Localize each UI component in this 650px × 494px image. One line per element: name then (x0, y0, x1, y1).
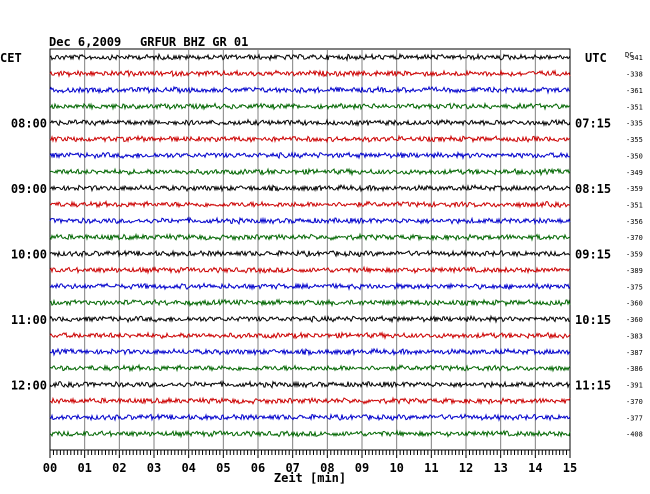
x-tick-label: 13 (493, 461, 507, 475)
dc-offset-label: -391 (626, 382, 643, 390)
trace-blue (49, 85, 571, 95)
left-timezone-label: CET (0, 51, 22, 65)
dc-offset-label: -350 (626, 152, 643, 160)
axis-labels: 00 01 02 03 04 05 06 07 08 09 10 11 12 13 14 15 08:00 09:… (11, 54, 643, 475)
trace-green (49, 167, 571, 177)
trace-black (49, 314, 571, 324)
trace-blue (49, 347, 571, 357)
x-axis-title: Zeit [min] (274, 471, 346, 485)
station-label: GRFUR BHZ GR 01 (140, 35, 248, 49)
dc-offset-label: -377 (626, 414, 643, 422)
right-hour-label: 11:15 (575, 379, 611, 393)
dc-offset-label: -361 (626, 87, 643, 95)
trace-green (49, 101, 571, 111)
trace-blue (49, 281, 571, 291)
dc-offset-label: -370 (626, 234, 643, 242)
dc-offset-label: -375 (626, 283, 643, 291)
trace-green (49, 429, 571, 439)
trace-black (49, 380, 571, 389)
x-tick-label: 00 (43, 461, 57, 475)
x-tick-label: 05 (216, 461, 230, 475)
x-tick-label: 10 (389, 461, 403, 475)
right-hour-label: 08:15 (575, 182, 611, 196)
trace-black (49, 249, 571, 259)
trace-red (49, 199, 571, 209)
trace-red (49, 265, 571, 275)
right-hour-label: 09:15 (575, 248, 611, 262)
trace-red (49, 330, 571, 341)
right-timezone-label: UTC (585, 51, 607, 65)
trace-black (49, 52, 571, 62)
dc-offset-label: -359 (626, 185, 643, 193)
dc-offset-label: -351 (626, 201, 643, 209)
plot-frame (49, 48, 571, 451)
dc-offset-label: -341 (626, 54, 643, 62)
trace-blue (49, 412, 571, 422)
x-tick-label: 12 (459, 461, 473, 475)
x-tick-label: 02 (112, 461, 126, 475)
date-label: Dec 6,2009 (49, 35, 121, 49)
dc-offset-label: -359 (626, 251, 643, 259)
left-hour-label: 10:00 (11, 248, 47, 262)
trace-green (49, 363, 571, 373)
x-tick-label: 04 (181, 461, 195, 475)
x-tick-label: 03 (147, 461, 161, 475)
x-tick-label: 11 (424, 461, 438, 475)
trace-blue (49, 150, 571, 161)
left-hour-label: 08:00 (11, 117, 47, 131)
x-tick-label: 15 (563, 461, 577, 475)
x-tick-label: 01 (77, 461, 91, 475)
dc-offset-label: -387 (626, 349, 643, 357)
dc-offset-label: -360 (626, 316, 643, 324)
dc-offset-label: -389 (626, 267, 643, 275)
x-tick-label: 14 (528, 461, 542, 475)
trace-red (49, 69, 571, 78)
x-tick-label: 09 (355, 461, 369, 475)
dc-offset-label: -355 (626, 136, 643, 144)
dc-offset-label: -408 (626, 431, 643, 439)
dc-offset-label: -370 (626, 398, 643, 406)
trace-red (49, 396, 571, 406)
trace-red (49, 134, 571, 144)
dc-offset-label: -386 (626, 365, 643, 373)
trace-green (49, 232, 571, 242)
left-hour-label: 09:00 (11, 182, 47, 196)
trace-black (49, 183, 571, 193)
right-hour-label: 10:15 (575, 313, 611, 327)
trace-green (49, 298, 571, 308)
seismic-traces (49, 52, 571, 439)
trace-blue (49, 216, 571, 226)
dc-offset-label: -349 (626, 169, 643, 177)
dc-offset-label: -356 (626, 218, 643, 226)
dc-header-label: DC (625, 51, 633, 59)
x-tick-label: 07 (285, 461, 299, 475)
x-tick-label: 08 (320, 461, 334, 475)
dc-offset-label: -383 (626, 332, 643, 340)
dc-offset-label: -351 (626, 103, 643, 111)
left-hour-label: 11:00 (11, 313, 47, 327)
dc-offset-label: -338 (626, 71, 643, 79)
dc-offset-label: -360 (626, 300, 643, 308)
trace-black (49, 118, 571, 127)
dc-offset-label: -335 (626, 120, 643, 128)
x-tick-label: 06 (251, 461, 265, 475)
left-hour-label: 12:00 (11, 379, 47, 393)
right-hour-label: 07:15 (575, 117, 611, 131)
